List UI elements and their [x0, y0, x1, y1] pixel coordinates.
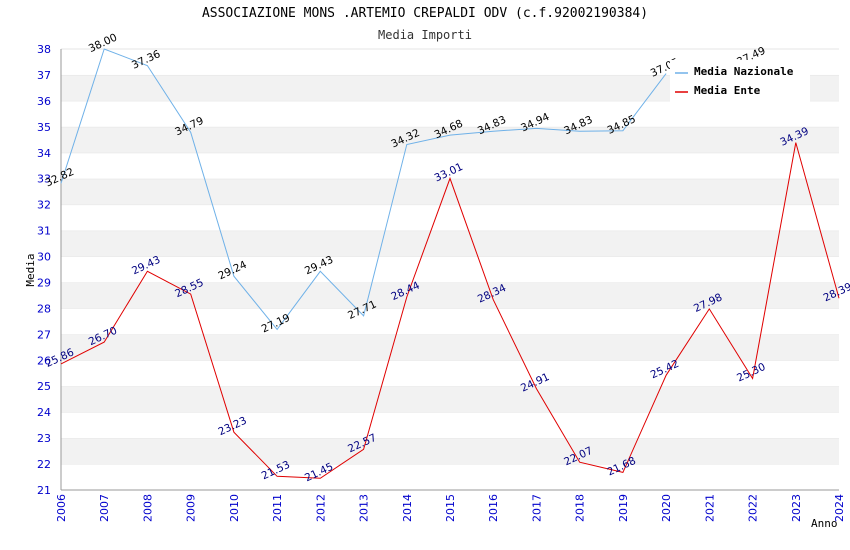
grid-band	[61, 204, 839, 231]
grid-band	[61, 126, 839, 153]
y-tick-label: 29	[37, 276, 51, 289]
x-tick-label: 2014	[401, 494, 414, 522]
y-tick-label: 21	[37, 484, 51, 497]
legend-label-ente: Media Ente	[694, 84, 761, 97]
grid-band	[61, 230, 839, 257]
grid-band	[61, 360, 839, 387]
y-tick-label: 22	[37, 458, 51, 471]
x-tick-label: 2020	[660, 494, 673, 522]
series-lines	[60, 49, 840, 479]
series-line-ente	[60, 142, 840, 479]
y-tick-label: 28	[37, 302, 51, 315]
axes	[60, 49, 839, 491]
y-tick-label: 38	[37, 43, 51, 56]
y-tick-labels: 21 22 23 24 25 26 27 28 29 30 31 32 33 34 35 36 37 38	[37, 43, 51, 497]
y-tick-label: 31	[37, 225, 51, 238]
grid-bands	[61, 48, 839, 490]
chart-title: ASSOCIAZIONE MONS .ARTEMIO CREPALDI ODV …	[201, 6, 649, 21]
y-tick-label: 34	[37, 147, 51, 160]
y-tick-label: 30	[37, 251, 51, 264]
y-tick-label: 24	[37, 406, 51, 419]
y-axis-label: Media	[24, 253, 37, 286]
x-tick-label: 2018	[574, 494, 587, 522]
grid-band	[61, 386, 839, 413]
x-tick-label: 2011	[271, 494, 284, 522]
y-tick-label: 37	[37, 69, 51, 82]
y-tick-label: 26	[37, 354, 51, 367]
grid-band	[61, 178, 839, 205]
grid-band	[61, 152, 839, 179]
x-tick-label: 2008	[141, 494, 154, 522]
y-tick-label: 35	[37, 121, 51, 134]
legend: Media Nazionale Media Ente	[670, 60, 810, 102]
chart-subtitle: Media Importi	[378, 28, 472, 42]
y-tick-label: 36	[37, 95, 51, 108]
x-axis-label: Anno	[811, 517, 838, 530]
x-tick-label: 2019	[617, 494, 630, 522]
grid-band	[61, 100, 839, 127]
x-tick-label: 2021	[703, 494, 716, 522]
x-tick-label: 2024	[833, 494, 846, 522]
x-tick-label: 2013	[358, 494, 371, 522]
x-tick-labels: 2006 2007 2008 2009 2010 2011 2012 2013 2014 2015…	[55, 494, 846, 522]
y-tick-label: 25	[37, 380, 51, 393]
x-tick-label: 2022	[747, 494, 760, 522]
x-tick-label: 2006	[55, 494, 68, 522]
grid-band	[61, 438, 839, 465]
grid-band	[61, 412, 839, 439]
x-tick-label: 2007	[98, 494, 111, 522]
x-tick-label: 2009	[185, 494, 198, 522]
grid-band	[61, 464, 839, 490]
legend-label-nazionale: Media Nazionale	[694, 65, 794, 78]
grid-band	[61, 308, 839, 335]
y-tick-label: 32	[37, 199, 51, 212]
x-tick-label: 2023	[790, 494, 803, 522]
y-tick-label: 27	[37, 328, 51, 341]
grid-band	[61, 334, 839, 361]
x-tick-label: 2016	[487, 494, 500, 522]
x-tick-label: 2010	[228, 494, 241, 522]
legend-box	[670, 60, 810, 102]
y-tick-label: 23	[37, 432, 51, 445]
x-tick-label: 2017	[530, 494, 543, 522]
x-tick-label: 2015	[444, 494, 457, 522]
grid-band	[61, 256, 839, 283]
x-tick-label: 2012	[314, 494, 327, 522]
y-tick-label: 33	[37, 173, 51, 186]
